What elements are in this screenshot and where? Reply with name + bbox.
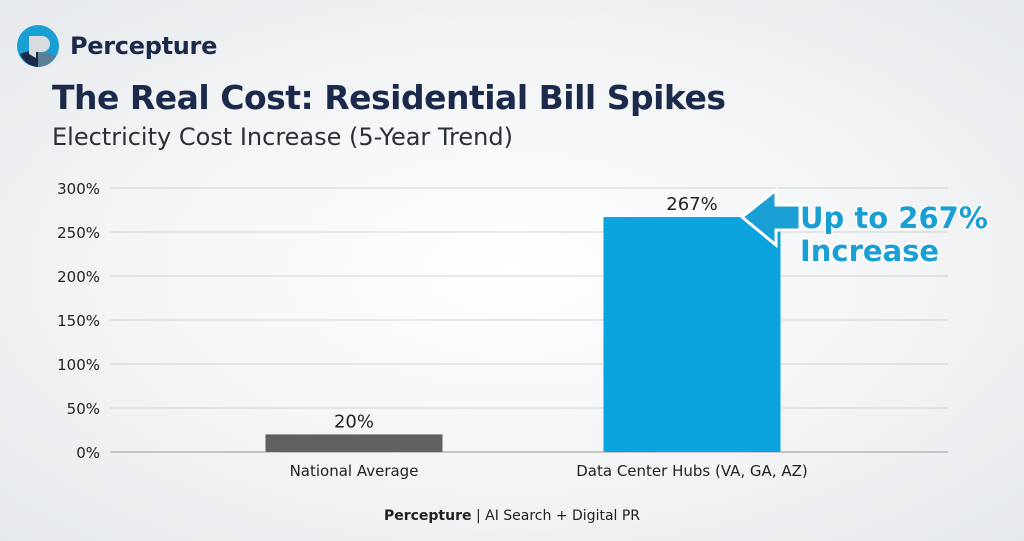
percepture-logo-icon xyxy=(17,25,59,67)
y-tick-label: 200% xyxy=(57,268,100,286)
y-tick-label: 50% xyxy=(67,400,100,418)
footer-tagline: AI Search + Digital PR xyxy=(485,508,641,524)
y-tick-label: 250% xyxy=(57,224,100,242)
data-label: 20% xyxy=(334,411,374,432)
annotation-line1: Up to 267% xyxy=(800,201,988,235)
brand-name: Percepture xyxy=(70,32,218,60)
footer-separator: | xyxy=(475,508,481,524)
footer-brand: Percepture xyxy=(383,508,472,524)
brand-logo: Percepture xyxy=(16,24,217,68)
arrow-left-icon xyxy=(739,186,802,249)
annotation-line2: Increase xyxy=(800,234,939,268)
bar xyxy=(265,434,443,452)
chart-subtitle: Electricity Cost Increase (5-Year Trend) xyxy=(52,123,513,151)
data-label: 267% xyxy=(666,194,717,215)
y-tick-label: 150% xyxy=(57,312,100,330)
x-tick-label: National Average xyxy=(290,462,419,480)
footer: Percepture | AI Search + Digital PR xyxy=(0,508,1024,524)
chart-title: The Real Cost: Residential Bill Spikes xyxy=(52,78,726,117)
bar xyxy=(603,217,781,452)
y-tick-label: 100% xyxy=(57,356,100,374)
y-tick-label: 300% xyxy=(57,180,100,198)
x-tick-label: Data Center Hubs (VA, GA, AZ) xyxy=(576,462,808,480)
y-tick-label: 0% xyxy=(76,444,100,462)
